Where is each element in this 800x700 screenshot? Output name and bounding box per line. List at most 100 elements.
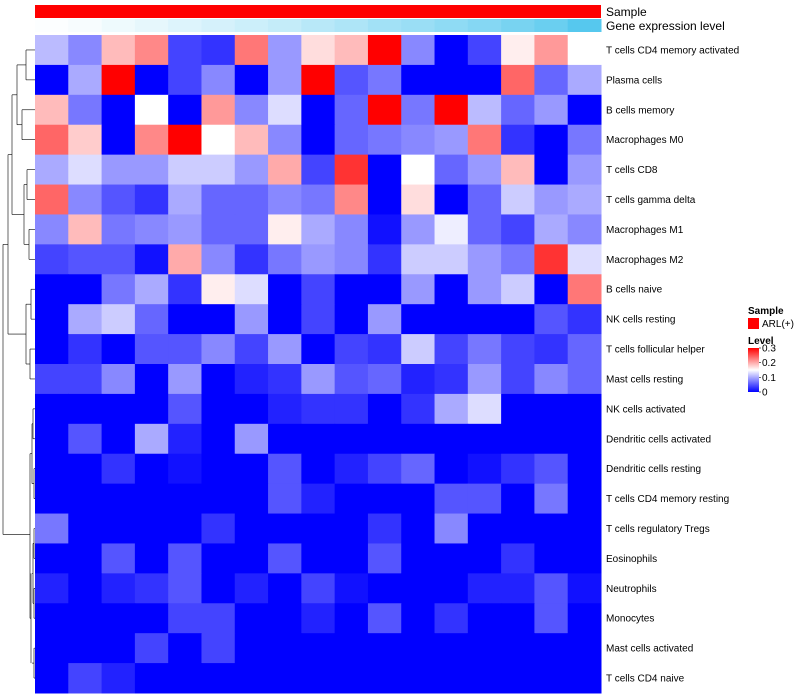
heatmap-cell <box>567 244 602 275</box>
heatmap-cell <box>134 393 169 425</box>
heatmap-cell <box>268 423 302 455</box>
heatmap-cell <box>301 603 336 634</box>
row-label: T cells regulatory Tregs <box>606 524 710 535</box>
heatmap-cell <box>68 483 103 515</box>
heatmap-cell <box>467 663 502 694</box>
heatmap-cell <box>134 94 169 126</box>
heatmap-cell <box>367 214 402 245</box>
heatmap-cell <box>334 603 369 634</box>
heatmap-cell <box>401 94 436 126</box>
heatmap-cell <box>234 154 269 186</box>
heatmap-cell <box>467 184 502 215</box>
heatmap-cell <box>168 453 202 485</box>
legend-tick-label: 0.3 <box>762 344 776 355</box>
heatmap-cell <box>101 513 136 544</box>
heatmap-cell <box>301 124 336 156</box>
heatmap-cell <box>567 124 602 156</box>
heatmap-cell <box>201 64 236 96</box>
heatmap-cell <box>201 154 236 186</box>
heatmap-cell <box>401 274 436 305</box>
heatmap-cell <box>35 513 69 544</box>
heatmap-cell <box>367 663 402 694</box>
heatmap-cell <box>101 453 136 485</box>
heatmap-cell <box>134 35 169 66</box>
heatmap-cell <box>367 603 402 634</box>
row-label: Macrophages M0 <box>606 135 684 146</box>
heatmap-cell <box>401 214 436 245</box>
heatmap-cell <box>401 483 436 515</box>
heatmap-cell <box>467 393 502 425</box>
heatmap-cell <box>134 64 169 96</box>
heatmap-cell <box>168 603 202 634</box>
heatmap-cell <box>401 633 436 664</box>
heatmap-cell <box>101 633 136 664</box>
heatmap-cell <box>234 274 269 305</box>
heatmap-cell <box>467 603 502 634</box>
heatmap-cell <box>35 543 69 574</box>
heatmap-cell <box>134 483 169 515</box>
heatmap-cell <box>68 334 103 365</box>
row-label: Macrophages M1 <box>606 225 684 236</box>
legend-level-colorbar <box>748 348 759 392</box>
heatmap-cell <box>567 64 602 96</box>
heatmap-cell <box>567 334 602 365</box>
heatmap-cell <box>434 543 469 574</box>
gene-expression-annotation-cell <box>234 19 269 32</box>
heatmap-cell <box>35 64 69 96</box>
heatmap-cell <box>367 244 402 275</box>
heatmap-cell <box>35 663 69 694</box>
heatmap-cell <box>434 483 469 515</box>
heatmap-cell <box>234 184 269 215</box>
heatmap-cell <box>367 543 402 574</box>
heatmap-cell <box>367 573 402 604</box>
heatmap-cell <box>301 633 336 664</box>
heatmap-cell <box>234 124 269 156</box>
heatmap-cell <box>401 184 436 215</box>
heatmap-cell <box>134 154 169 186</box>
row-label: B cells naive <box>606 285 663 296</box>
heatmap-cell <box>35 244 69 275</box>
heatmap-cell <box>434 64 469 96</box>
heatmap-cell <box>301 184 336 215</box>
heatmap-cell <box>68 513 103 544</box>
heatmap-cell <box>35 453 69 485</box>
heatmap-cell <box>168 184 202 215</box>
heatmap-cell <box>301 94 336 126</box>
heatmap-cell <box>334 633 369 664</box>
heatmap-cell <box>101 663 136 694</box>
heatmap-cell <box>334 393 369 425</box>
heatmap-cell <box>401 513 436 544</box>
heatmap-cell <box>301 214 336 245</box>
legend-level-title: Level <box>748 336 774 347</box>
heatmap-cell <box>567 663 602 694</box>
heatmap-cell <box>434 603 469 634</box>
heatmap-cell <box>401 124 436 156</box>
row-label: Monocytes <box>606 614 654 625</box>
gene-expression-annotation-cell <box>35 19 69 32</box>
heatmap-cell <box>334 513 369 544</box>
heatmap-cell <box>467 124 502 156</box>
legend: Sample ARL(+) Level 0.3 0.2 0.1 0 <box>748 306 794 399</box>
heatmap-cell <box>268 633 302 664</box>
heatmap-cell <box>501 483 535 515</box>
heatmap-cell <box>68 393 103 425</box>
heatmap-cell <box>401 304 436 335</box>
row-label: Plasma cells <box>606 75 662 86</box>
heatmap-cell <box>301 64 336 96</box>
row-label: T cells follicular helper <box>606 345 705 356</box>
heatmap-cell <box>101 603 136 634</box>
heatmap-cell <box>35 94 69 126</box>
heatmap-cell <box>467 334 502 365</box>
heatmap-cell <box>268 214 302 245</box>
heatmap-cell <box>234 633 269 664</box>
heatmap-cell <box>367 483 402 515</box>
heatmap-cell <box>201 453 236 485</box>
heatmap-cell <box>201 393 236 425</box>
row-dendrogram <box>2 49 35 679</box>
heatmap-cell <box>334 35 369 66</box>
heatmap-cell <box>168 304 202 335</box>
heatmap-cell <box>201 423 236 455</box>
heatmap-cell <box>68 573 103 604</box>
heatmap-cell <box>334 154 369 186</box>
row-label: NK cells activated <box>606 404 685 415</box>
